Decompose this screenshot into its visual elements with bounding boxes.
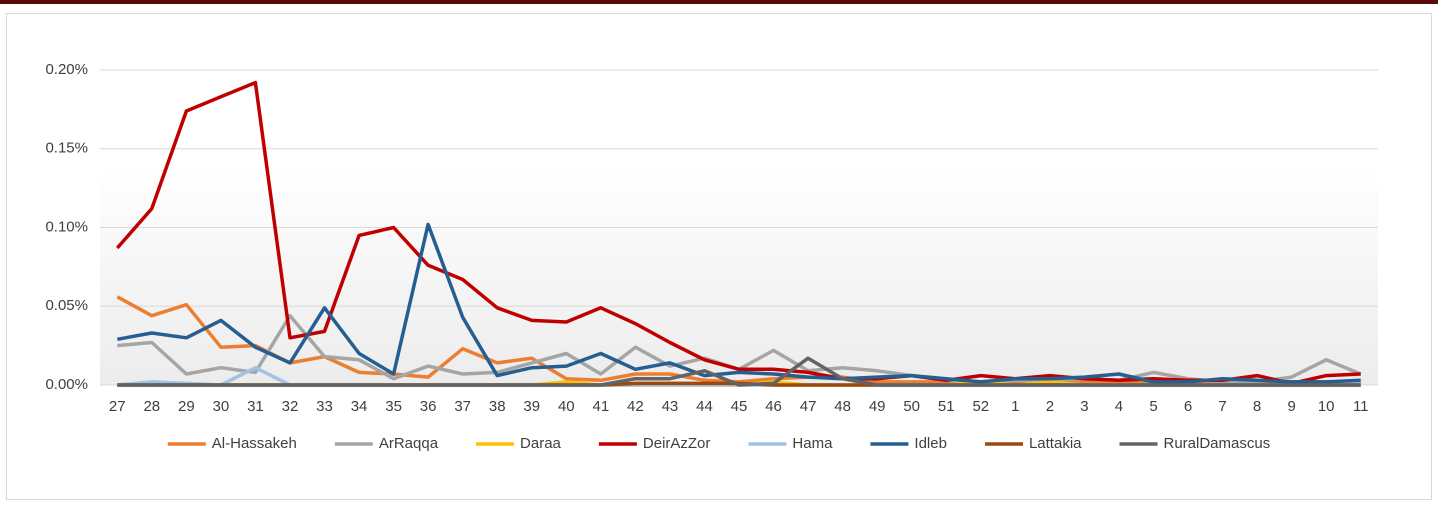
- x-tick-label: 31: [247, 398, 264, 415]
- x-tick-label: 52: [972, 398, 989, 415]
- legend-label: Hama: [792, 435, 833, 452]
- y-tick-label: 0.05%: [45, 297, 88, 314]
- x-tick-label: 44: [696, 398, 713, 415]
- legend-label: Al-Hassakeh: [212, 435, 297, 452]
- y-tick-label: 0.10%: [45, 218, 88, 235]
- x-tick-label: 41: [592, 398, 609, 415]
- x-tick-label: 49: [869, 398, 886, 415]
- legend-label: RuralDamascus: [1164, 435, 1271, 452]
- x-tick-label: 8: [1253, 398, 1261, 415]
- legend-label: Lattakia: [1029, 435, 1082, 452]
- x-tick-label: 29: [178, 398, 195, 415]
- x-tick-label: 34: [351, 398, 368, 415]
- legend-label: Idleb: [914, 435, 947, 452]
- x-tick-label: 6: [1184, 398, 1192, 415]
- x-tick-label: 45: [731, 398, 748, 415]
- y-tick-label: 0.00%: [45, 376, 88, 393]
- x-tick-label: 28: [143, 398, 160, 415]
- series-line: [116, 222, 1361, 384]
- legend-label: ArRaqqa: [379, 435, 439, 452]
- x-tick-label: 11: [1353, 398, 1369, 415]
- x-tick-label: 37: [454, 398, 471, 415]
- x-tick-label: 5: [1149, 398, 1157, 415]
- x-tick-label: 9: [1287, 398, 1295, 415]
- x-tick-label: 27: [109, 398, 126, 415]
- x-tick-label: 36: [420, 398, 437, 415]
- x-tick-label: 1: [1011, 398, 1019, 415]
- x-tick-label: 32: [282, 398, 299, 415]
- x-tick-label: 43: [662, 398, 679, 415]
- y-tick-label: 0.15%: [45, 140, 88, 157]
- x-tick-label: 40: [558, 398, 575, 415]
- x-tick-label: 42: [627, 398, 644, 415]
- y-tick-label: 0.20%: [45, 61, 88, 78]
- x-tick-label: 51: [938, 398, 955, 415]
- x-tick-label: 10: [1318, 398, 1335, 415]
- top-bar: [0, 0, 1438, 4]
- legend-label: Daraa: [520, 435, 562, 452]
- x-tick-label: 4: [1115, 398, 1123, 415]
- x-tick-label: 7: [1218, 398, 1226, 415]
- x-tick-label: 46: [765, 398, 782, 415]
- x-tick-label: 3: [1080, 398, 1088, 415]
- x-tick-label: 38: [489, 398, 506, 415]
- x-tick-label: 47: [800, 398, 817, 415]
- x-tick-label: 50: [903, 398, 920, 415]
- legend-label: DeirAzZor: [643, 435, 711, 452]
- x-tick-label: 35: [385, 398, 402, 415]
- x-tick-label: 30: [213, 398, 230, 415]
- x-tick-label: 48: [834, 398, 851, 415]
- x-tick-label: 39: [523, 398, 540, 415]
- series-line: [115, 80, 1361, 386]
- x-tick-label: 2: [1046, 398, 1054, 415]
- series-line: [117, 356, 1361, 387]
- x-tick-label: 33: [316, 398, 333, 415]
